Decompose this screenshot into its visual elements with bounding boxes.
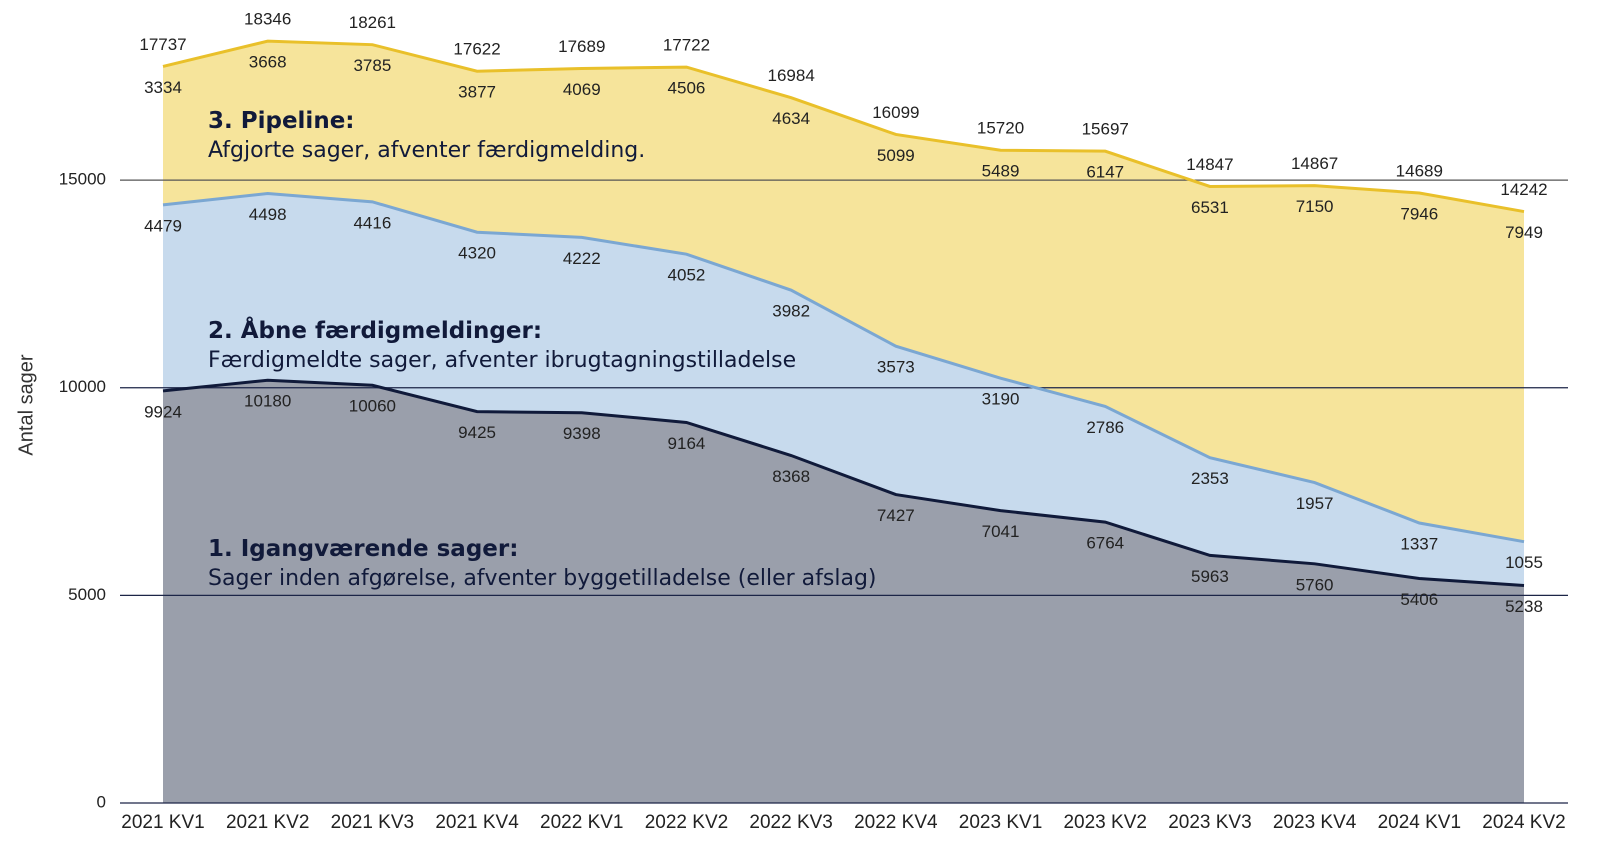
value-label: 7946 — [1400, 205, 1438, 224]
value-label: 5406 — [1400, 590, 1438, 609]
annotation-title: 3. Pipeline: — [208, 108, 355, 134]
value-label: 9164 — [668, 434, 706, 453]
series-line — [162, 378, 1525, 587]
value-label: 4052 — [668, 266, 706, 285]
total-label: 17689 — [558, 37, 605, 56]
value-label: 9924 — [144, 402, 182, 421]
area — [163, 380, 1524, 803]
value-label: 5963 — [1191, 567, 1229, 586]
value-label: 5238 — [1505, 597, 1543, 616]
value-label: 3982 — [772, 302, 810, 321]
x-tick-label: 2021 KV4 — [435, 812, 519, 833]
total-label: 16099 — [872, 103, 919, 122]
series-line — [162, 191, 1525, 544]
value-label: 7150 — [1296, 197, 1334, 216]
value-label: 7427 — [877, 506, 915, 525]
x-tick-label: 2021 KV3 — [331, 812, 414, 833]
total-label: 16984 — [768, 66, 815, 85]
value-label: 3573 — [877, 358, 915, 377]
value-label: 4634 — [772, 109, 810, 128]
value-label: 7041 — [982, 522, 1020, 541]
value-label: 8368 — [772, 467, 810, 486]
value-label: 3877 — [458, 83, 496, 102]
value-label: 7949 — [1505, 223, 1543, 242]
y-tick-label: 15000 — [59, 170, 106, 189]
y-tick-label: 5000 — [68, 585, 106, 604]
annotation-title: 2. Åbne færdigmeldinger: — [208, 316, 542, 344]
series-line — [162, 39, 1525, 214]
x-tick-label: 2024 KV1 — [1378, 812, 1461, 833]
value-label: 4320 — [458, 244, 496, 263]
value-label: 6147 — [1086, 163, 1124, 182]
total-label: 17722 — [663, 36, 710, 55]
value-label: 5760 — [1296, 575, 1334, 594]
total-label: 14867 — [1291, 154, 1338, 173]
value-label: 10180 — [244, 392, 291, 411]
x-tick-label: 2021 KV2 — [226, 812, 309, 833]
total-label: 18346 — [244, 10, 291, 29]
total-label: 14847 — [1186, 155, 1233, 174]
value-label: 1957 — [1296, 494, 1334, 513]
total-label: 14689 — [1396, 162, 1443, 181]
value-label: 1337 — [1400, 534, 1438, 553]
value-label: 4222 — [563, 249, 601, 268]
x-tick-label: 2022 KV4 — [854, 812, 938, 833]
x-tick-label: 2023 KV4 — [1273, 812, 1357, 833]
value-label: 6531 — [1191, 198, 1229, 217]
value-label: 4479 — [144, 216, 182, 235]
total-label: 14242 — [1500, 180, 1547, 199]
value-label: 4498 — [249, 205, 287, 224]
annotation-text: Sager inden afgørelse, afventer byggetil… — [208, 566, 877, 591]
value-label: 1055 — [1505, 553, 1543, 572]
annotation-title: 1. Igangværende sager: — [208, 536, 518, 562]
x-tick-label: 2023 KV1 — [959, 812, 1042, 833]
value-label: 9398 — [563, 424, 601, 443]
x-tick-label: 2021 KV1 — [121, 812, 204, 833]
area — [163, 41, 1524, 542]
annotation-text: Færdigmeldte sager, afventer ibrugtagnin… — [208, 348, 796, 373]
value-label: 3668 — [249, 53, 287, 72]
value-label: 5489 — [982, 162, 1020, 181]
area — [163, 193, 1524, 586]
total-label: 17622 — [453, 40, 500, 59]
value-label: 10060 — [349, 397, 396, 416]
y-axis-label: Antal sager — [15, 354, 37, 456]
y-tick-label: 10000 — [59, 377, 106, 396]
value-label: 5099 — [877, 146, 915, 165]
value-label: 3190 — [982, 390, 1020, 409]
value-label: 4506 — [668, 79, 706, 98]
x-tick-label: 2022 KV1 — [540, 812, 623, 833]
total-label: 15720 — [977, 119, 1024, 138]
x-tick-label: 2022 KV2 — [645, 812, 728, 833]
value-label: 3334 — [144, 78, 182, 97]
value-label: 6764 — [1086, 534, 1124, 553]
value-label: 9425 — [458, 423, 496, 442]
total-label: 18261 — [349, 13, 396, 32]
annotation-text: Afgjorte sager, afventer færdigmelding. — [208, 138, 645, 163]
total-label: 17737 — [139, 35, 186, 54]
value-label: 2353 — [1191, 469, 1229, 488]
x-tick-label: 2023 KV2 — [1063, 812, 1146, 833]
total-label: 15697 — [1082, 120, 1129, 139]
x-tick-label: 2023 KV3 — [1168, 812, 1251, 833]
x-tick-label: 2024 KV2 — [1482, 812, 1565, 833]
value-label: 4069 — [563, 80, 601, 99]
x-tick-label: 2022 KV3 — [749, 812, 832, 833]
value-label: 2786 — [1086, 418, 1124, 437]
value-label: 4416 — [353, 213, 391, 232]
value-label: 3785 — [353, 56, 391, 75]
y-tick-label: 0 — [97, 792, 106, 811]
